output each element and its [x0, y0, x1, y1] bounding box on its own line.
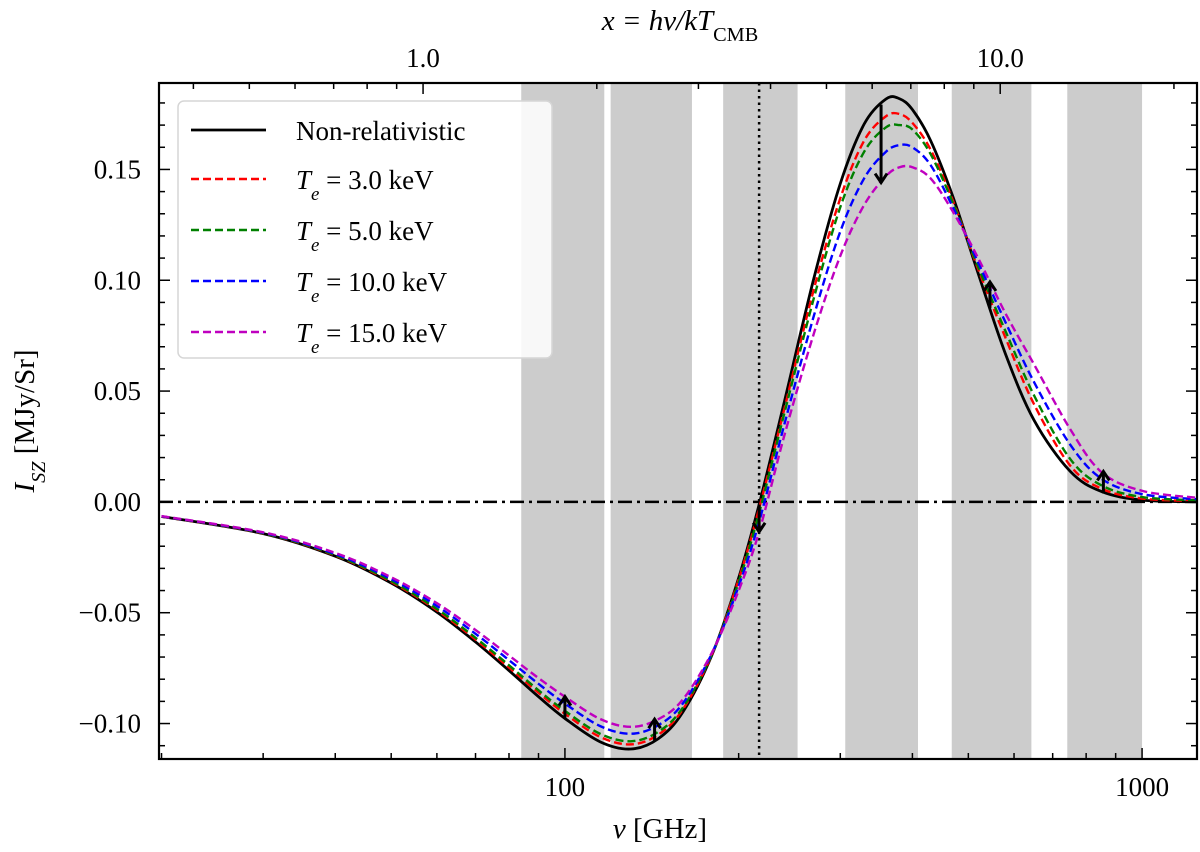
- y-tick-label: −0.05: [79, 598, 141, 628]
- arrow-head: [873, 172, 889, 186]
- x-tick-label: 100: [545, 772, 586, 802]
- x-tick-label: 1000: [1115, 772, 1169, 802]
- y-axis-label: ISZ [MJy/Sr]: [9, 349, 50, 493]
- y-tick-label: 0.15: [94, 154, 141, 184]
- arrow-icon: [1096, 468, 1111, 494]
- arrow-icon: [751, 504, 767, 535]
- y-tick-label: 0.05: [94, 376, 141, 406]
- arrow-head: [751, 521, 767, 535]
- frequency-bands: [521, 83, 1143, 759]
- top-tick-label: 10.0: [977, 43, 1024, 73]
- arrow-icon: [557, 693, 573, 719]
- arrow-icon: [647, 716, 662, 742]
- series-curves: [161, 95, 1197, 751]
- legend-label-2: Te = 5.0 keV: [296, 216, 434, 256]
- series-line-2: [161, 123, 1197, 743]
- series-line-3: [161, 143, 1197, 735]
- top-axis-label: x = hν/kTCMB: [601, 5, 758, 46]
- top-tick-label: 1.0: [406, 43, 440, 73]
- shaded-frequency-band: [610, 83, 692, 759]
- plot-frame: [157, 81, 1199, 761]
- x-axis-label: ν [GHz]: [613, 813, 707, 845]
- legend-label-4: Te = 15.0 keV: [296, 318, 448, 358]
- legend-label-0: Non-relativistic: [296, 116, 465, 146]
- legend-box: [177, 100, 553, 359]
- y-tick-label: 0.10: [94, 265, 141, 295]
- shift-arrows: [557, 104, 1111, 742]
- legend: Non-relativistic Te = 3.0 keV Te = 5.0 keV…: [177, 100, 553, 359]
- shaded-frequency-band: [845, 83, 918, 759]
- legend-label-1: Te = 3.0 keV: [296, 165, 434, 205]
- shaded-frequency-band: [951, 83, 1032, 759]
- arrow-icon: [873, 104, 889, 186]
- arrow-icon: [982, 279, 998, 309]
- y-tick-label: −0.10: [79, 709, 141, 739]
- axis-ticks: [159, 83, 1197, 759]
- legend-label-3: Te = 10.0 keV: [296, 267, 448, 307]
- arrow-head: [557, 693, 573, 707]
- arrow-head: [1096, 468, 1111, 482]
- series-line-0: [161, 95, 1197, 751]
- y-tick-label: 0.00: [94, 487, 141, 517]
- tick-labels: 100 1000 1.0 10.0 −0.10 −0.05 0.00 0.05 0.10 0.15: [79, 43, 1170, 802]
- arrow-head: [982, 279, 998, 292]
- shaded-frequency-band: [1067, 83, 1143, 759]
- series-line-4: [161, 164, 1197, 729]
- arrow-head: [647, 716, 662, 730]
- reference-lines: [159, 83, 1197, 759]
